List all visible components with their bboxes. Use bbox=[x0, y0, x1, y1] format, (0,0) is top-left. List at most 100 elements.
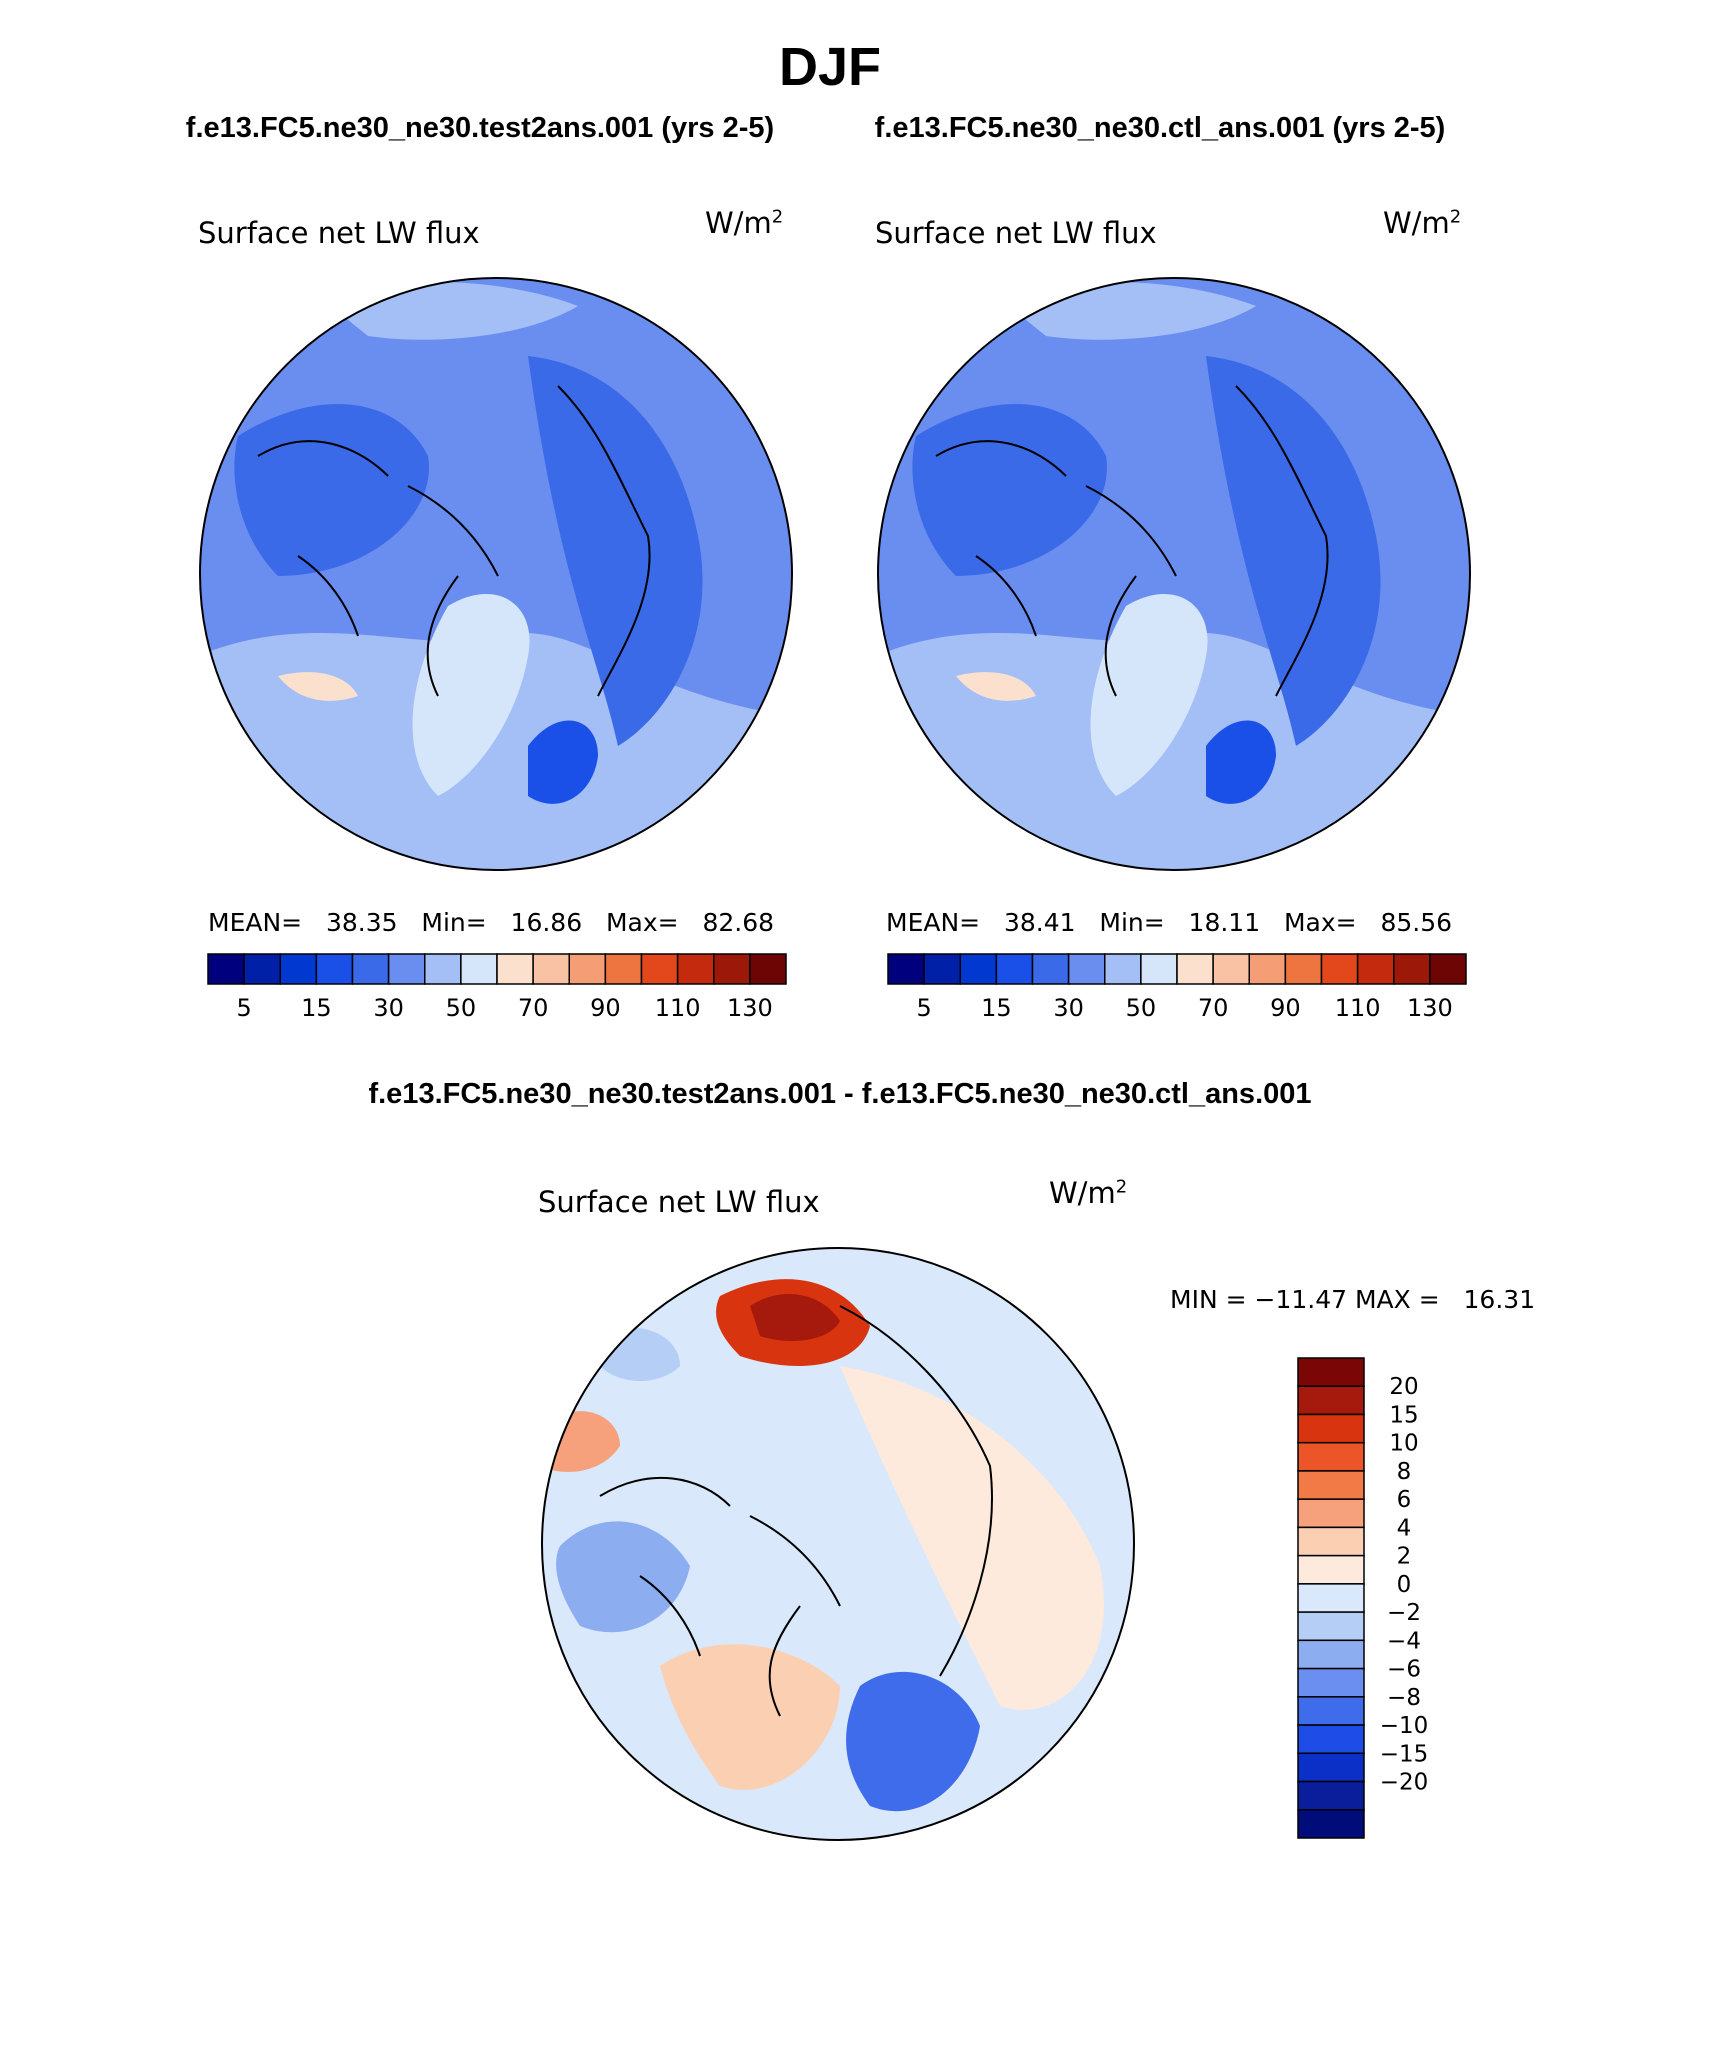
siberia-dark-region bbox=[528, 356, 703, 746]
colorbar-tick-label: 110 bbox=[1335, 994, 1381, 1022]
colorbar-swatch bbox=[1140, 953, 1178, 985]
colorbar-tick-label: −20 bbox=[1380, 1770, 1429, 1796]
colorbar-tick-label: 90 bbox=[590, 994, 621, 1022]
colorbar-tick-label: −2 bbox=[1387, 1600, 1421, 1626]
colorbar-tick-label: −4 bbox=[1387, 1628, 1421, 1654]
colorbar-swatch bbox=[959, 953, 998, 985]
colorbar-tick-label: 10 bbox=[1389, 1431, 1418, 1457]
colorbar-swatch bbox=[1297, 1724, 1365, 1755]
colorbar-tick-label: 2 bbox=[1397, 1544, 1412, 1570]
left-min-label: Min= bbox=[421, 908, 487, 937]
left-mean-label: MEAN= bbox=[208, 908, 303, 937]
left-units-base: W/m bbox=[705, 206, 772, 240]
colorbar-tick-label: 0 bbox=[1397, 1572, 1412, 1598]
right-mean-value: 38.41 bbox=[1003, 908, 1076, 937]
scandinavia-dark-region bbox=[1206, 720, 1276, 804]
colorbar-swatch bbox=[1297, 1696, 1365, 1726]
atlantic-pale-region bbox=[412, 594, 530, 796]
right-max-value: 85.56 bbox=[1380, 908, 1453, 937]
canada-dark-region bbox=[912, 403, 1107, 576]
colorbar-swatch bbox=[713, 953, 751, 985]
colorbar-swatch bbox=[1104, 953, 1142, 985]
map-border bbox=[877, 277, 1471, 871]
right-min-label: Min= bbox=[1099, 908, 1165, 937]
cool-scandinavia bbox=[846, 1671, 980, 1812]
colorbar-tick-label: 130 bbox=[1407, 994, 1453, 1022]
colorbar-swatch bbox=[568, 953, 607, 985]
colorbar-tick-label: 110 bbox=[655, 994, 701, 1022]
left-case-label: f.e13.FC5.ne30_ne30.test2ans.001 (yrs 2-… bbox=[185, 112, 775, 144]
colorbar-swatch bbox=[1356, 953, 1395, 985]
colorbar-swatch bbox=[1297, 1413, 1365, 1444]
right-case-label: f.e13.FC5.ne30_ne30.ctl_ans.001 (yrs 2-5… bbox=[874, 112, 1446, 144]
left-stats: MEAN= 38.35 Min= 16.86 Max= 82.68 bbox=[208, 908, 774, 937]
diff-min-label: MIN = bbox=[1170, 1285, 1247, 1314]
colorbar-tick-label: 15 bbox=[1389, 1402, 1418, 1428]
map-border bbox=[199, 277, 793, 871]
scandinavia-dark-region bbox=[528, 720, 598, 804]
colorbar-tick-label: −10 bbox=[1380, 1713, 1429, 1739]
colorbar-swatch bbox=[1284, 953, 1323, 985]
colorbar-swatch bbox=[1176, 953, 1214, 985]
left-units-label: W/m2 bbox=[705, 206, 783, 240]
colorbar-swatch bbox=[1297, 1780, 1365, 1811]
left-units-exponent: 2 bbox=[771, 206, 784, 228]
colorbar-swatch bbox=[640, 953, 679, 985]
colorbar-tick-label: 30 bbox=[1053, 994, 1084, 1022]
colorbar-swatch bbox=[532, 953, 570, 985]
colorbar-tick-label: −6 bbox=[1387, 1657, 1421, 1683]
colorbar-swatch bbox=[1297, 1752, 1365, 1783]
canada-dark-region bbox=[234, 403, 429, 576]
colorbar-swatch bbox=[315, 953, 354, 985]
colorbar-swatch bbox=[1297, 1357, 1365, 1387]
right-stats: MEAN= 38.41 Min= 18.11 Max= 85.56 bbox=[886, 908, 1452, 937]
colorbar-tick-label: 130 bbox=[727, 994, 773, 1022]
map-border bbox=[541, 1247, 1135, 1841]
left-mean-value: 38.35 bbox=[325, 908, 398, 937]
colorbar-tick-label: 20 bbox=[1389, 1374, 1418, 1400]
coastline-sketch bbox=[257, 385, 651, 697]
colorbar-swatch bbox=[1297, 1611, 1365, 1642]
diff-polar-map bbox=[541, 1247, 1135, 1841]
hotspot-core bbox=[750, 1294, 840, 1341]
colorbar-tick-label: 90 bbox=[1270, 994, 1301, 1022]
colorbar-tick-label: 5 bbox=[236, 994, 251, 1022]
right-units-base: W/m bbox=[1383, 206, 1450, 240]
colorbar-swatch bbox=[1320, 953, 1359, 985]
colorbar-swatch bbox=[749, 953, 787, 985]
left-polar-map bbox=[199, 277, 793, 871]
colorbar-tick-label: −15 bbox=[1380, 1741, 1429, 1767]
colorbar-swatch bbox=[676, 953, 715, 985]
cool-canada bbox=[556, 1521, 690, 1633]
colorbar-swatch bbox=[279, 953, 318, 985]
colorbar-tick-label: 70 bbox=[518, 994, 549, 1022]
colorbar-swatch bbox=[424, 953, 462, 985]
warm-anomaly-region bbox=[956, 672, 1036, 701]
colorbar-tick-label: −8 bbox=[1387, 1685, 1421, 1711]
colorbar-tick-label: 6 bbox=[1397, 1487, 1412, 1513]
colorbar-swatch bbox=[1212, 953, 1250, 985]
colorbar-swatch bbox=[1297, 1385, 1365, 1416]
colorbar-swatch bbox=[1393, 953, 1431, 985]
colorbar-swatch bbox=[460, 953, 498, 985]
right-units-label: W/m2 bbox=[1383, 206, 1461, 240]
colorbar-tick-label: 4 bbox=[1397, 1515, 1412, 1541]
left-variable-label: Surface net LW flux bbox=[198, 216, 480, 250]
diff-variable-label: Surface net LW flux bbox=[538, 1185, 820, 1219]
right-units-exponent: 2 bbox=[1449, 206, 1462, 228]
diff-units-base: W/m bbox=[1049, 1176, 1116, 1210]
colorbar-swatch bbox=[1297, 1809, 1365, 1839]
colorbar-swatch bbox=[1297, 1639, 1365, 1670]
colorbar-swatch bbox=[1297, 1583, 1365, 1613]
diff-units-exponent: 2 bbox=[1115, 1176, 1128, 1198]
colorbar-swatch bbox=[1067, 953, 1106, 985]
colorbar-swatch bbox=[1297, 1554, 1365, 1585]
diff-min-value: −11.47 bbox=[1254, 1285, 1348, 1314]
siberia-dark-region bbox=[1206, 356, 1381, 746]
colorbar-tick-label: 30 bbox=[373, 994, 404, 1022]
colorbar-tick-label: 15 bbox=[981, 994, 1012, 1022]
warm-band-south bbox=[660, 1644, 840, 1790]
colorbar-swatch bbox=[1297, 1498, 1365, 1529]
colorbar-swatch bbox=[1297, 1470, 1365, 1500]
